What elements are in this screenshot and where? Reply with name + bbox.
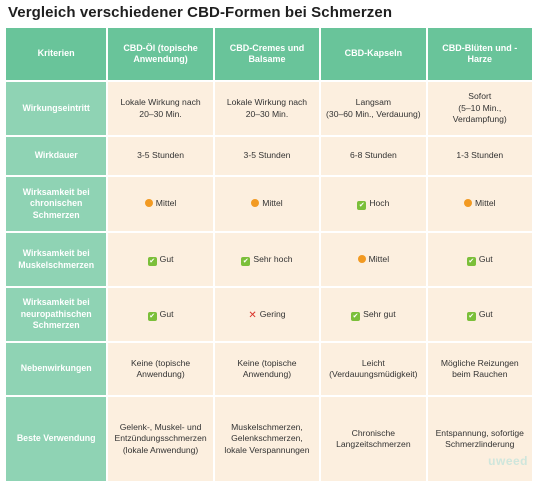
table-cell: Gelenk-, Muskel- und Entzündungsschmerze… bbox=[108, 397, 213, 481]
cell-text: 6-8 Stunden bbox=[349, 150, 397, 161]
column-header: Kriterien bbox=[6, 28, 107, 80]
orange-dot-icon bbox=[251, 199, 260, 208]
cell-text: Entspannung, sofortige Schmerzlinderung bbox=[435, 427, 524, 450]
page-title: Vergleich verschiedener CBD-Formen bei S… bbox=[8, 4, 393, 21]
table-cell: Lokale Wirkung nach 20–30 Min. bbox=[108, 82, 213, 135]
column-header: CBD-Cremes und Balsame bbox=[214, 28, 320, 80]
cell-text: Mittel bbox=[155, 198, 177, 209]
cell-text: 3-5 Stunden bbox=[243, 150, 291, 161]
green-check-icon: ✔ bbox=[241, 256, 251, 266]
cell-text: Lokale Wirkung nach 20–30 Min. bbox=[226, 97, 308, 119]
column-header: CBD-Öl (topische Anwendung) bbox=[108, 28, 213, 80]
comparison-table: Kriterien CBD-Öl (topische Anwendung) CB… bbox=[4, 26, 534, 483]
cell-text: 3-5 Stunden bbox=[137, 150, 184, 161]
cell-text: Gut bbox=[159, 308, 174, 319]
cell-text: Lokale Wirkung nach 20–30 Min. bbox=[120, 97, 201, 119]
table-cell: Leicht (Verdauungsmüdigkeit) bbox=[321, 343, 426, 395]
cell-text: Sehr hoch bbox=[253, 253, 293, 264]
table-cell: Chronische Langzeitschmerzen bbox=[321, 397, 426, 481]
table-cell: ✕ Gering bbox=[214, 288, 320, 341]
green-check-icon: ✔ bbox=[466, 256, 476, 266]
table-cell: ✔ Gut bbox=[108, 288, 213, 341]
table-row: Nebenwirkungen Keine (topische Anwendung)… bbox=[6, 343, 532, 395]
row-label: Wirksamkeit bei neuropathischen Schmerze… bbox=[6, 288, 107, 341]
table-cell: ✔ Gut bbox=[108, 233, 213, 286]
cell-text: Hoch bbox=[369, 198, 390, 208]
cell-text: Chronische Langzeitschmerzen bbox=[336, 427, 411, 450]
cell-text: Langsam (30–60 Min., Verdauung) bbox=[326, 97, 421, 119]
column-header: CBD-Kapseln bbox=[321, 28, 426, 80]
cell-text: Gut bbox=[478, 308, 493, 319]
table-cell: Mittel bbox=[108, 177, 213, 231]
brand-logo: uweed bbox=[488, 454, 528, 468]
cell-text: Gering bbox=[259, 308, 286, 319]
table-cell: Langsam (30–60 Min., Verdauung) bbox=[321, 82, 426, 135]
red-cross-icon: ✕ bbox=[248, 309, 257, 321]
orange-dot-icon bbox=[144, 199, 153, 208]
cell-text: Keine (topische Anwendung) bbox=[237, 357, 297, 380]
table-cell: Muskelschmerzen, Gelenkschmerzen, lokale… bbox=[214, 397, 320, 481]
table-cell: Sofort (5–10 Min., Verdampfung) bbox=[427, 82, 532, 135]
table-row: Wirkungseintritt Lokale Wirkung nach 20–3… bbox=[6, 82, 532, 135]
table-row: Wirksamkeit bei chronischen Schmerzen Mit… bbox=[6, 177, 532, 231]
table-cell: ✔ Hoch bbox=[321, 177, 426, 231]
row-label: Wirkungseintritt bbox=[6, 82, 107, 135]
row-label: Beste Verwendung bbox=[6, 397, 107, 481]
cell-text: Sehr gut bbox=[363, 308, 396, 319]
cell-text: Muskelschmerzen, Gelenkschmerzen, lokale… bbox=[224, 421, 310, 455]
cell-text: Keine (topische Anwendung) bbox=[130, 357, 191, 380]
cell-text: Mittel bbox=[262, 198, 283, 209]
row-label: Wirkdauer bbox=[6, 137, 107, 175]
table-cell: ✔ Gut bbox=[427, 288, 532, 341]
cell-text: Mittel bbox=[368, 253, 390, 264]
cell-text: Leicht (Verdauungsmüdigkeit) bbox=[329, 357, 418, 380]
cell-text: 1-3 Stunden bbox=[456, 150, 504, 161]
green-check-icon: ✔ bbox=[357, 201, 367, 210]
row-label: Wirksamkeit bei chronischen Schmerzen bbox=[6, 177, 107, 231]
orange-dot-icon bbox=[357, 254, 366, 263]
cell-text: Gut bbox=[159, 253, 174, 264]
row-label: Wirksamkeit bei Muskelschmerzen bbox=[6, 233, 107, 286]
table-cell: Lokale Wirkung nach 20–30 Min. bbox=[214, 82, 320, 135]
table-cell: ✔ Gut bbox=[427, 233, 532, 286]
table-cell: Mittel bbox=[321, 233, 426, 286]
cell-text: Gut bbox=[478, 253, 493, 264]
table-cell: Entspannung, sofortige Schmerzlinderung bbox=[427, 397, 532, 481]
table-row: Wirkdauer 3-5 Stunden 3-5 Stunden 6-8 Stund… bbox=[6, 137, 532, 175]
table-row: Beste Verwendung Gelenk-, Muskel- und Ent… bbox=[6, 397, 532, 481]
cell-text: Gelenk-, Muskel- und Entzündungsschmerze… bbox=[114, 421, 207, 455]
table-cell: Mittel bbox=[214, 177, 320, 231]
cell-text: Sofort (5–10 Min., Verdampfung) bbox=[452, 91, 507, 125]
table-cell: ✔ Sehr hoch bbox=[214, 233, 320, 286]
green-check-icon: ✔ bbox=[351, 311, 361, 321]
table-row: Wirksamkeit bei neuropathischen Schmerze… bbox=[6, 288, 532, 341]
table-cell: Keine (topische Anwendung) bbox=[108, 343, 213, 395]
table-cell: 3-5 Stunden bbox=[214, 137, 320, 175]
header-row: Kriterien CBD-Öl (topische Anwendung) CB… bbox=[6, 28, 532, 80]
green-check-icon: ✔ bbox=[466, 311, 476, 321]
cell-text: Mittel bbox=[475, 198, 496, 209]
table-cell: ✔ Sehr gut bbox=[321, 288, 426, 341]
cell-text: Mögliche Reizungen beim Rauchen bbox=[440, 357, 519, 380]
table-cell: 1-3 Stunden bbox=[427, 137, 532, 175]
table-cell: 6-8 Stunden bbox=[321, 137, 426, 175]
row-label: Nebenwirkungen bbox=[6, 343, 107, 395]
table-cell: 3-5 Stunden bbox=[108, 137, 213, 175]
table-row: Wirksamkeit bei Muskelschmerzen ✔ Gut ✔ Sehr… bbox=[6, 233, 532, 286]
green-check-icon: ✔ bbox=[147, 311, 157, 321]
table-cell: Mögliche Reizungen beim Rauchen bbox=[427, 343, 532, 395]
green-check-icon: ✔ bbox=[147, 256, 157, 266]
column-header: CBD-Blüten und -Harze bbox=[427, 28, 532, 80]
table-cell: Keine (topische Anwendung) bbox=[214, 343, 320, 395]
table-cell: Mittel bbox=[427, 177, 532, 231]
orange-dot-icon bbox=[464, 199, 472, 208]
